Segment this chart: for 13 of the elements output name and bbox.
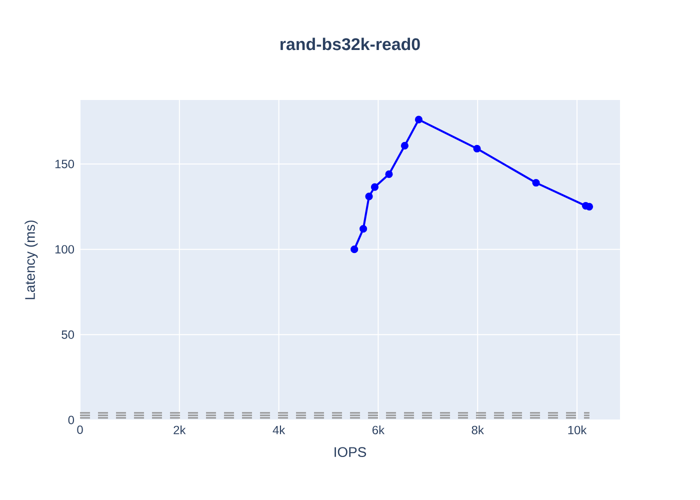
chart-title: rand-bs32k-read0 — [280, 38, 420, 50]
x-tick-label: 2k — [174, 426, 186, 434]
y-axis-title: Latency (ms) — [24, 220, 38, 300]
x-tick-label: 6k — [372, 426, 385, 434]
y-tick-label: 50 — [62, 330, 74, 339]
y-tick-label: 150 — [55, 160, 74, 168]
x-tick-label: 0 — [77, 426, 83, 434]
x-tick-label: 8k — [472, 426, 484, 434]
x-tick-label: 4k — [272, 426, 286, 434]
y-tick-label: 0 — [68, 416, 74, 424]
y-tick-label: 100 — [55, 245, 74, 254]
x-tick-label: 10k — [568, 426, 587, 434]
x-axis-title: IOPS — [334, 447, 366, 458]
